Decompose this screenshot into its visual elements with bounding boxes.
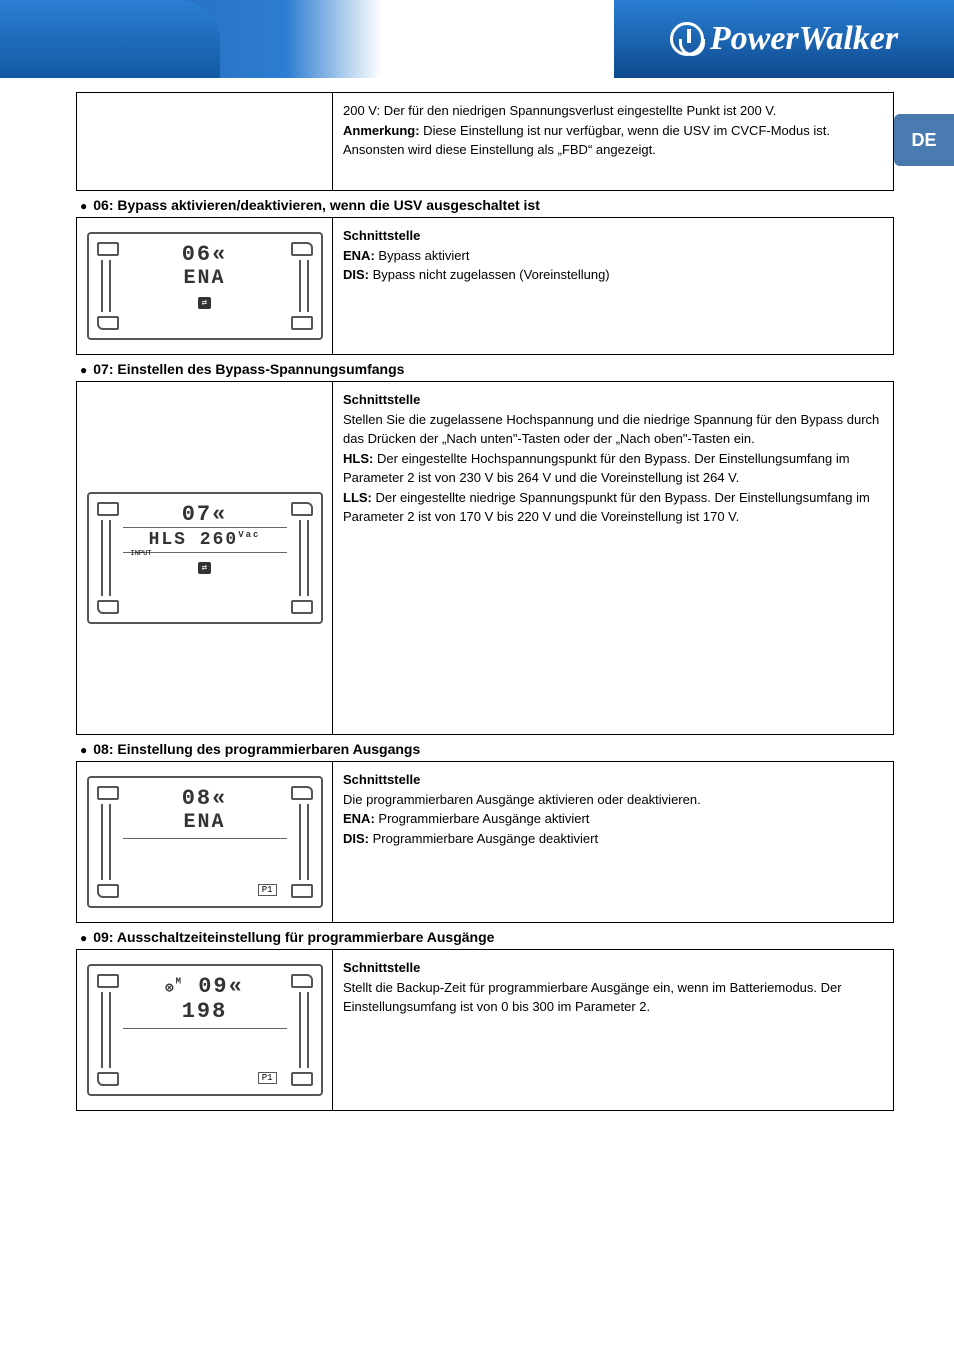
- table-row-09: ⊗M 09« 198 P1 SchnittstelleStellt die Ba…: [76, 949, 894, 1111]
- lcd-bypass-icon-07: ⇄: [123, 559, 287, 575]
- lcd-display-06: 06« ENA ⇄: [87, 232, 323, 340]
- p1-badge-08: P1: [258, 884, 277, 896]
- lcd-cell-09: ⊗M 09« 198 P1: [77, 950, 333, 1111]
- section-heading-08: 08: Einstellung des programmierbaren Aus…: [80, 741, 894, 757]
- page-header: PowerWalker: [0, 0, 954, 78]
- table-row-06: 06« ENA ⇄ SchnittstelleENA: Bypass aktiv…: [76, 217, 894, 355]
- desc-cell-08: SchnittstelleDie programmierbaren Ausgän…: [333, 762, 894, 923]
- lcd-line2-08: ENA: [123, 811, 287, 834]
- lcd-bypass-icon-06: ⇄: [123, 294, 287, 310]
- desc-cell-continuation: 200 V: Der für den niedrigen Spannungsve…: [333, 93, 894, 191]
- table-row-continuation: 200 V: Der für den niedrigen Spannungsve…: [76, 92, 894, 191]
- desc-cell-06: SchnittstelleENA: Bypass aktiviertDIS: B…: [333, 218, 894, 355]
- desc-cell-09: SchnittstelleStellt die Backup-Zeit für …: [333, 950, 894, 1111]
- lcd-line1-09: ⊗M 09«: [123, 974, 287, 999]
- lcd-line1-08: 08«: [123, 786, 287, 811]
- power-icon: [670, 22, 704, 56]
- lcd-cell-empty: [77, 93, 333, 191]
- lcd-line2-06: ENA: [123, 267, 287, 290]
- header-accent: [0, 0, 220, 78]
- brand-area: PowerWalker: [614, 0, 954, 78]
- p1-badge-09: P1: [258, 1072, 277, 1084]
- brand-logo: PowerWalker: [670, 20, 898, 58]
- table-row-07: 07« HLS 260Vac INPUT ⇄ SchnittstelleStel…: [76, 381, 894, 735]
- brand-text: PowerWalker: [710, 20, 898, 58]
- lcd-display-07: 07« HLS 260Vac INPUT ⇄: [87, 492, 323, 624]
- lcd-display-09: ⊗M 09« 198 P1: [87, 964, 323, 1096]
- lcd-line1-06: 06«: [123, 242, 287, 267]
- lcd-line1-07: 07«: [123, 502, 287, 527]
- section-heading-06: 06: Bypass aktivieren/deaktivieren, wenn…: [80, 197, 894, 213]
- lcd-display-08: 08« ENA P1: [87, 776, 323, 908]
- section-heading-09: 09: Ausschaltzeiteinstellung für program…: [80, 929, 894, 945]
- section-heading-07: 07: Einstellen des Bypass-Spannungsumfan…: [80, 361, 894, 377]
- lcd-cell-06: 06« ENA ⇄: [77, 218, 333, 355]
- lcd-cell-07: 07« HLS 260Vac INPUT ⇄: [77, 382, 333, 735]
- lcd-cell-08: 08« ENA P1: [77, 762, 333, 923]
- page-content: 200 V: Der für den niedrigen Spannungsve…: [0, 78, 954, 1153]
- lcd-line2-09: 198: [123, 999, 287, 1024]
- table-row-08: 08« ENA P1 SchnittstelleDie programmierb…: [76, 761, 894, 923]
- desc-cell-07: SchnittstelleStellen Sie die zugelassene…: [333, 382, 894, 735]
- lcd-input-label-07: INPUT: [131, 550, 152, 558]
